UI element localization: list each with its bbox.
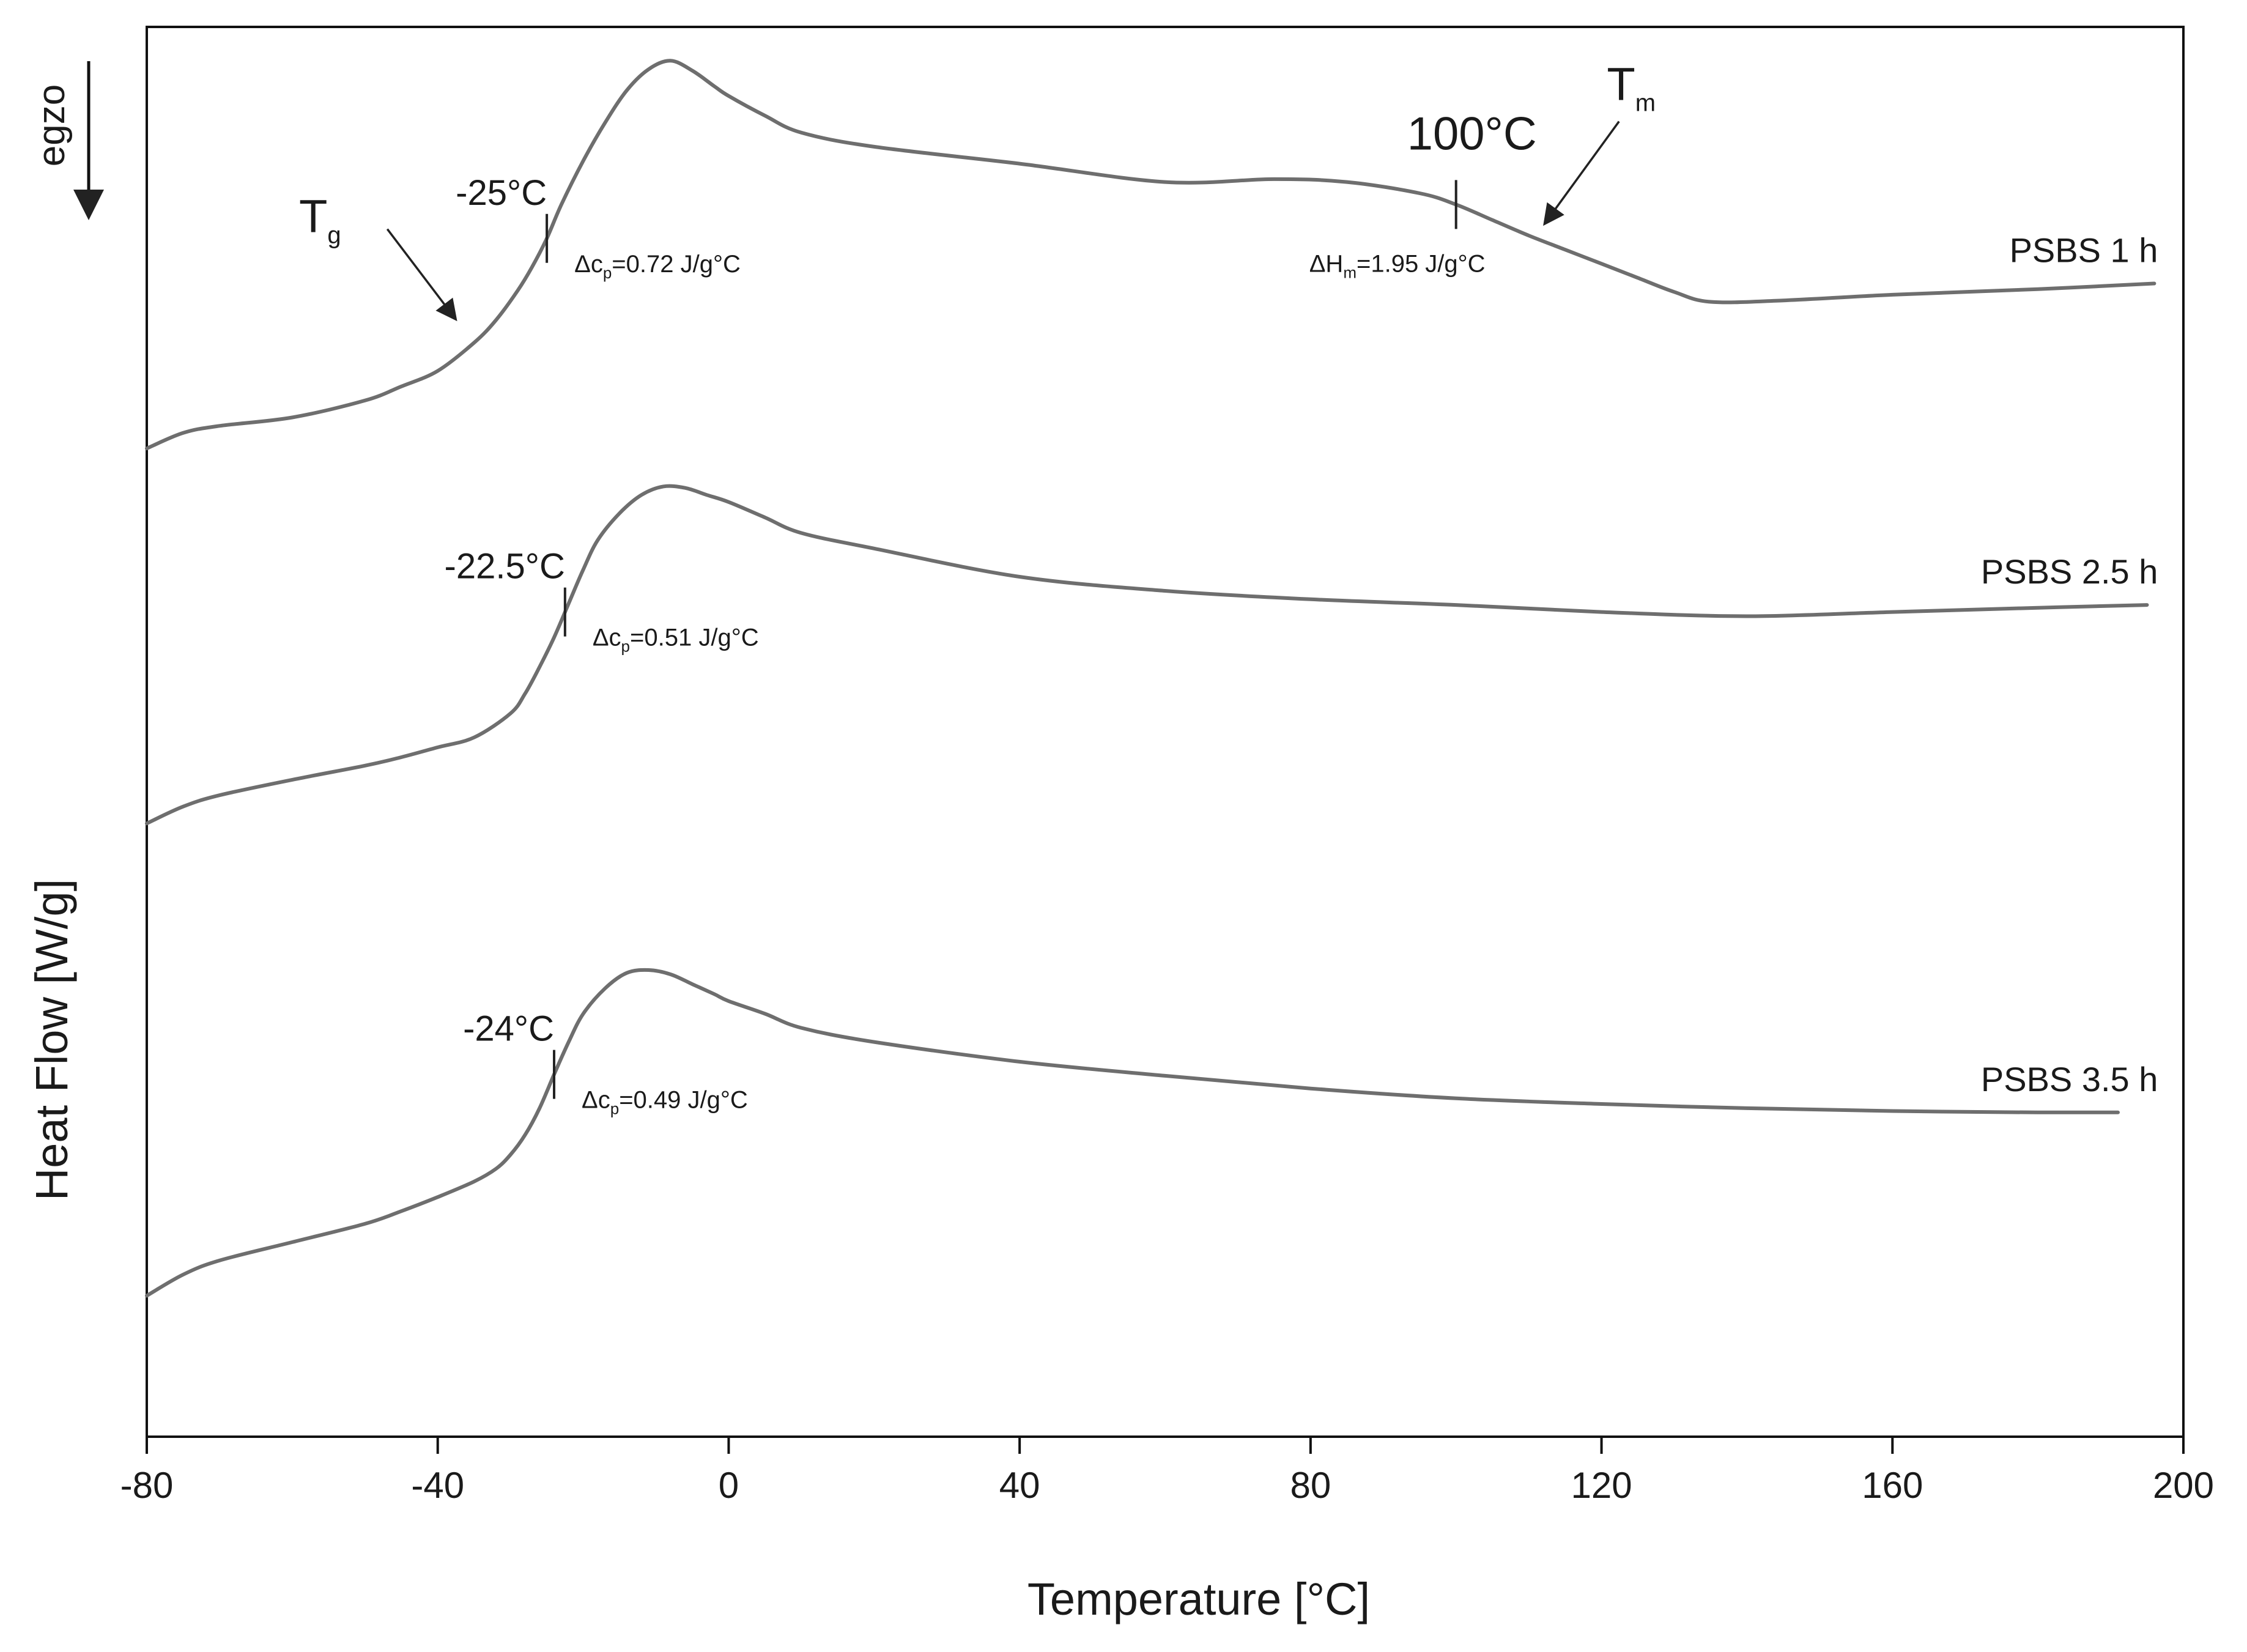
transition-temperature-label: -25°C bbox=[456, 173, 547, 213]
series-line-psbs-1-h bbox=[145, 59, 2156, 451]
transition-temperature-label: -22.5°C bbox=[445, 547, 565, 587]
transition-marker-label: Tg bbox=[299, 191, 341, 249]
annotation-layer: -25°C Δcp=0.72 J/g°C 100°C ΔHm=1.95 J/g°C -2… bbox=[445, 108, 1537, 1117]
enthalpy-value-label: Δcp=0.51 J/g°C bbox=[593, 624, 759, 656]
enthalpy-value-label: Δcp=0.49 J/g°C bbox=[582, 1087, 748, 1118]
pointer-arrow-icon bbox=[1543, 120, 1620, 226]
series-line-psbs-3-5-h bbox=[145, 968, 2120, 1298]
plot-frame bbox=[146, 26, 2185, 1438]
x-tick-label: 80 bbox=[1290, 1465, 1331, 1506]
x-tick-label: 40 bbox=[999, 1465, 1040, 1506]
series-line-psbs-2-5-h bbox=[145, 484, 2149, 826]
enthalpy-value-label: Δcp=0.72 J/g°C bbox=[574, 251, 741, 282]
x-tick-label: 160 bbox=[1862, 1465, 1923, 1506]
pointer-arrow-icon bbox=[386, 228, 457, 322]
series-layer: PSBS 1 h PSBS 2.5 h PSBS 3.5 h bbox=[145, 59, 2158, 1298]
transition-temperature-label: -24°C bbox=[463, 1009, 554, 1049]
series-label-psbs-1-h: PSBS 1 h bbox=[2010, 231, 2158, 270]
transition-marker-label: Tm bbox=[1607, 59, 1656, 117]
x-tick-label: 200 bbox=[2153, 1465, 2214, 1506]
x-axis-title: Temperature [°C] bbox=[1027, 1574, 1370, 1624]
series-label-psbs-2-5-h: PSBS 2.5 h bbox=[1981, 552, 2158, 591]
x-tick-label: -40 bbox=[411, 1465, 464, 1506]
transition-temperature-label: 100°C bbox=[1407, 108, 1537, 160]
enthalpy-value-label: ΔHm=1.95 J/g°C bbox=[1309, 250, 1486, 281]
series-label-psbs-3-5-h: PSBS 3.5 h bbox=[1981, 1060, 2158, 1098]
x-tick-label: 0 bbox=[719, 1465, 739, 1506]
transition-marker-layer: Tg Tm bbox=[299, 59, 1656, 322]
x-axis-ticks: -80 -40 0 40 80 120 160 200 bbox=[120, 1437, 2214, 1506]
exo-direction-label: egzo bbox=[31, 84, 73, 166]
exo-direction-indicator: egzo bbox=[31, 61, 104, 220]
x-tick-label: 120 bbox=[1571, 1465, 1632, 1506]
x-tick-label: -80 bbox=[120, 1465, 174, 1506]
y-axis-title: Heat Flow [W/g] bbox=[26, 879, 77, 1201]
